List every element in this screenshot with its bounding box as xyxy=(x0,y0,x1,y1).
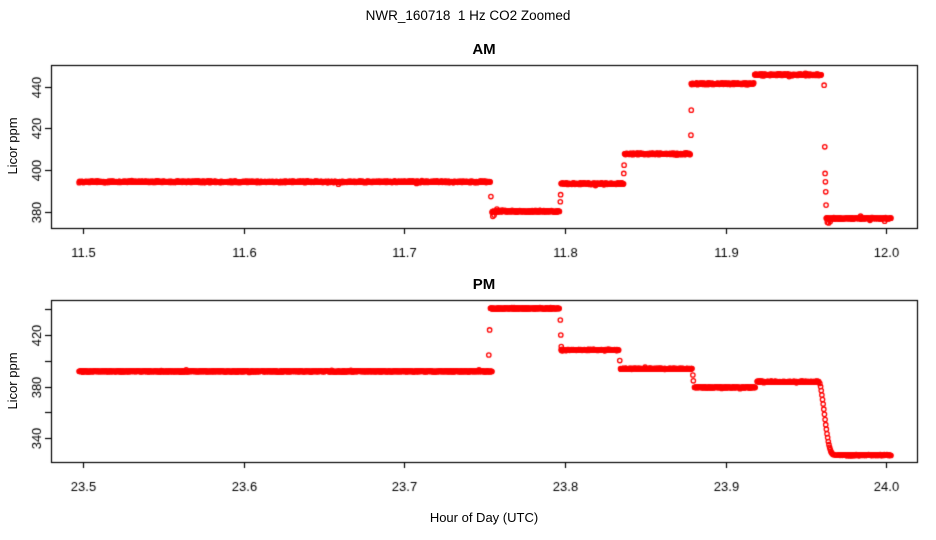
y-axis-label-pm: Licor ppm xyxy=(5,352,20,410)
y-axis-label-am: Licor ppm xyxy=(5,117,20,175)
panel-title-am: AM xyxy=(472,41,496,58)
x-axis-label: Hour of Day (UTC) xyxy=(429,510,539,525)
plot-title: NWR_160718 1 Hz CO2 Zoomed xyxy=(365,8,571,23)
panel-title-pm: PM xyxy=(472,276,496,293)
